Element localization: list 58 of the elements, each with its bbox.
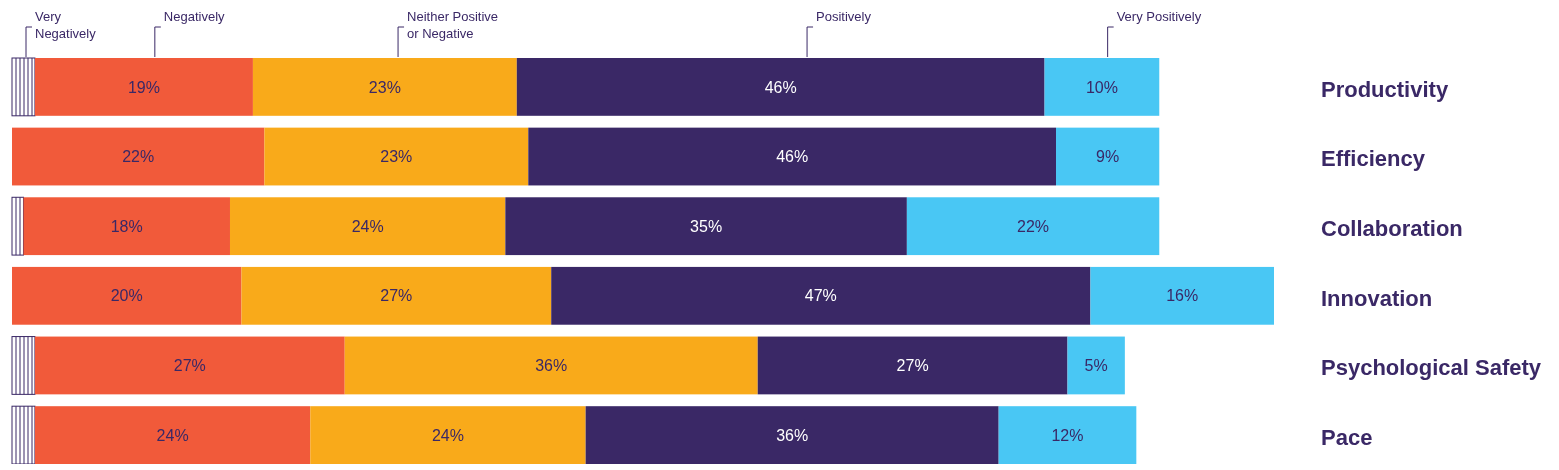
bar (229, 197, 506, 256)
data-label: 20% (110, 287, 143, 305)
text: Negatively (163, 9, 226, 24)
data-label: 23% (380, 148, 413, 166)
y-tick-label: Collaboration (1321, 215, 1463, 241)
bar (1090, 266, 1274, 325)
bar (998, 406, 1137, 464)
bar (252, 58, 517, 116)
bar (241, 266, 552, 325)
data-label: 24% (351, 217, 384, 235)
bar (264, 127, 529, 186)
y-tick-label: Efficiency (1321, 146, 1426, 172)
data-label: 24% (156, 426, 189, 444)
data-label: 46% (776, 148, 809, 166)
data-label: 47% (804, 287, 837, 305)
bar (1044, 58, 1160, 116)
bar (505, 197, 907, 256)
y-tick-label: Innovation (1321, 285, 1433, 311)
series-label: Very Negatively (35, 9, 97, 41)
bar (528, 127, 1057, 186)
data-label: 24% (431, 426, 464, 444)
bar (1067, 336, 1125, 395)
data-label: 22% (122, 148, 155, 166)
data-label: 16% (1166, 287, 1199, 305)
data-label: 9% (1096, 148, 1120, 166)
bar (310, 406, 586, 464)
bar (23, 197, 230, 256)
data-label: 19% (127, 78, 160, 96)
data-label: 27% (380, 287, 413, 305)
bar (1056, 127, 1160, 186)
data-label: 12% (1051, 426, 1084, 444)
data-label: 23% (368, 78, 401, 96)
data-label: 5% (1084, 357, 1108, 375)
y-tick-label: Pace (1321, 424, 1373, 450)
data-label: 22% (1017, 217, 1050, 235)
bar (12, 266, 242, 325)
series-label: Neither Positive or Negative (407, 9, 499, 41)
bar (34, 406, 311, 464)
bar (585, 406, 999, 464)
data-label: 46% (764, 78, 797, 96)
bar (344, 336, 758, 395)
data-label: 27% (896, 357, 929, 375)
bar (757, 336, 1068, 395)
text: Very Positively (1116, 9, 1202, 24)
text: Positively (816, 9, 872, 24)
data-label: 36% (535, 357, 568, 375)
bar (34, 336, 345, 395)
bar (34, 58, 253, 116)
data-label: 36% (776, 426, 809, 444)
bar (551, 266, 1091, 325)
bar (906, 197, 1160, 256)
data-label: 27% (173, 357, 206, 375)
y-tick-label: Productivity (1321, 76, 1449, 102)
y-tick-label: Psychological Safety (1321, 355, 1542, 381)
data-label: 35% (690, 217, 723, 235)
data-label: 18% (110, 217, 143, 235)
data-label: 10% (1085, 78, 1118, 96)
bar (12, 127, 265, 186)
